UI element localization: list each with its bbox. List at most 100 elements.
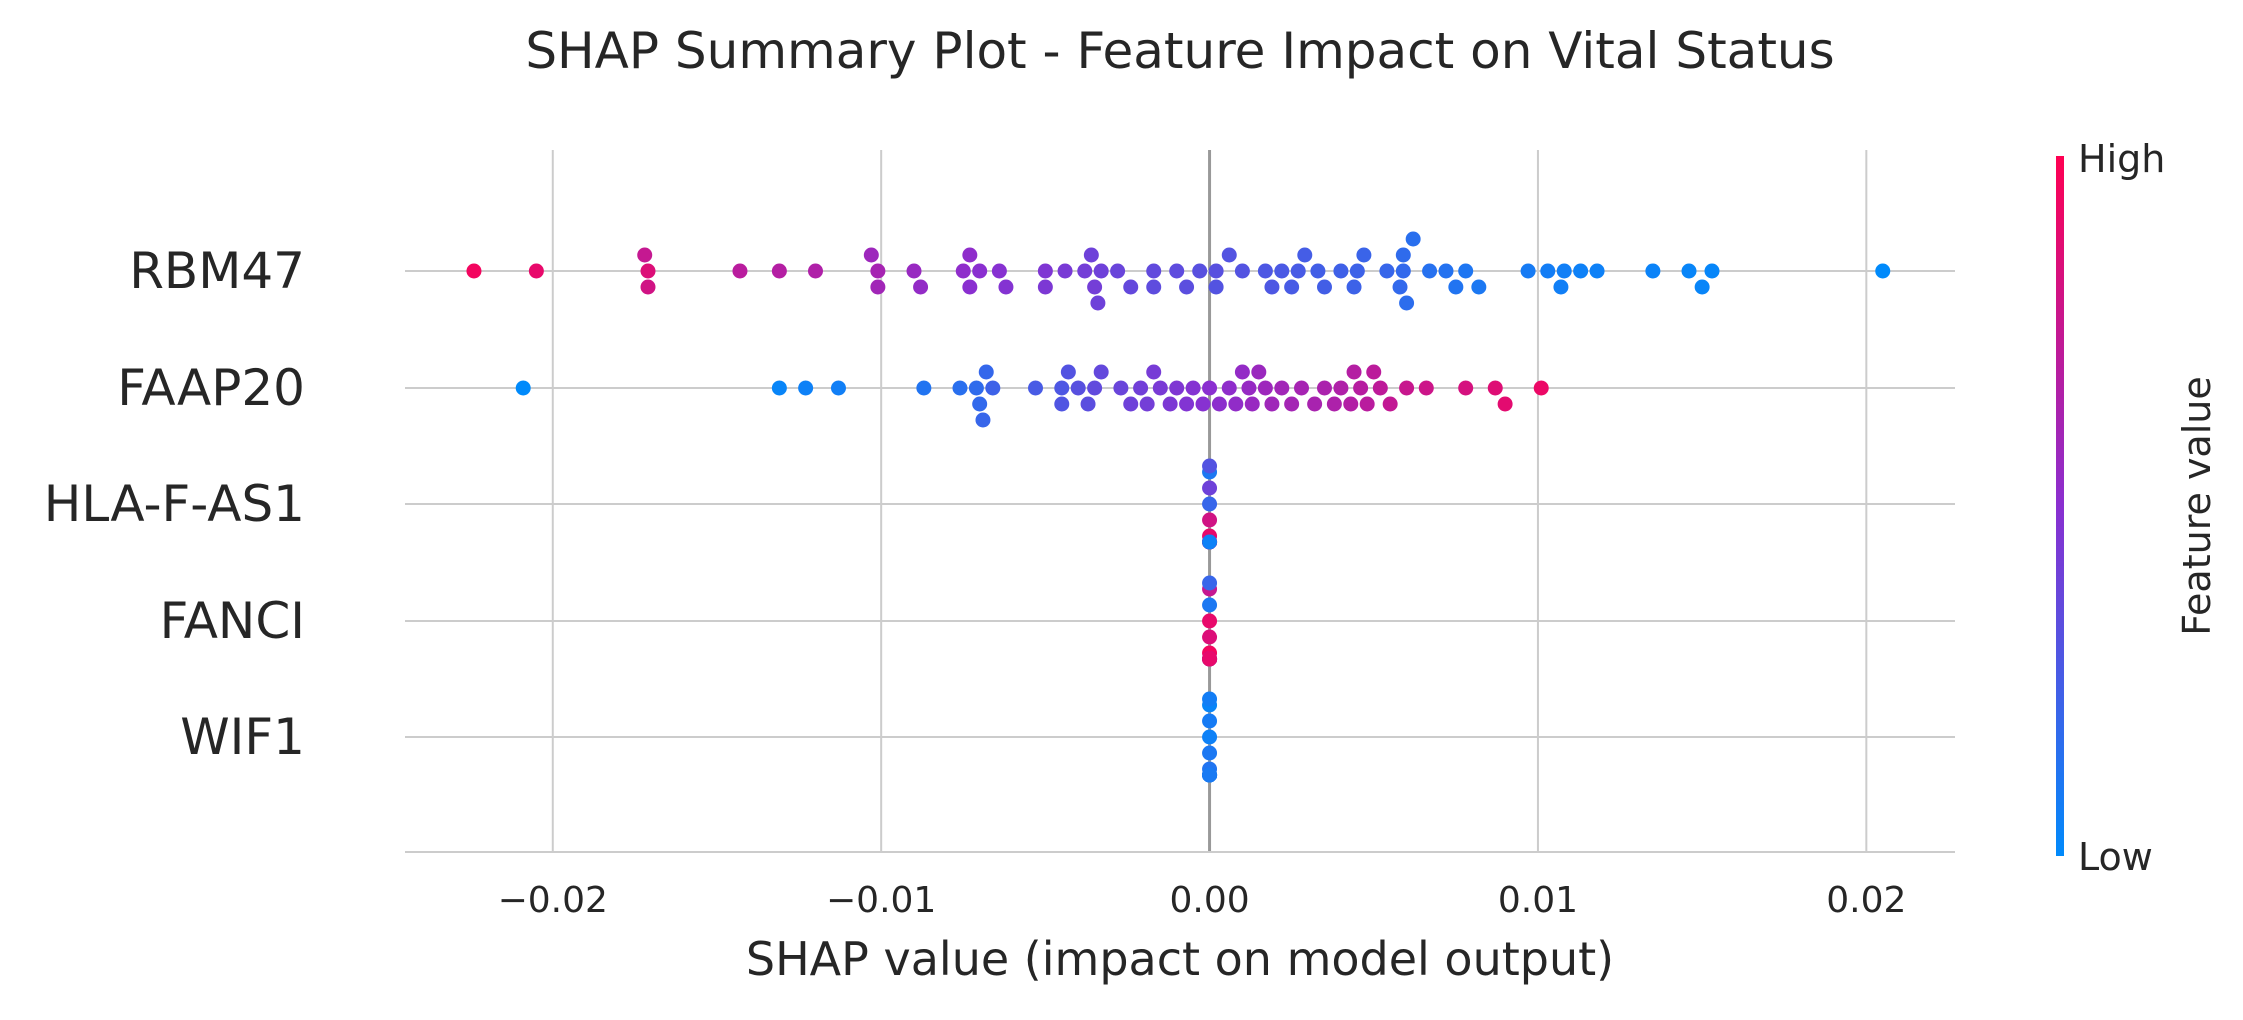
shap-point <box>1057 263 1073 279</box>
shap-point <box>1202 713 1218 729</box>
shap-point <box>1060 364 1076 380</box>
shap-point <box>1054 380 1070 396</box>
shap-point <box>1264 396 1280 412</box>
shap-points <box>466 231 1891 783</box>
feature-rows: RBM47 FAAP20 HLA-F-AS1 FANCI WIF1 <box>44 242 1955 766</box>
shap-point <box>1875 263 1891 279</box>
shap-point <box>1202 480 1218 496</box>
x-tick-label: −0.02 <box>498 880 608 921</box>
shap-point <box>807 263 823 279</box>
shap-point <box>916 380 932 396</box>
shap-point <box>1399 295 1415 311</box>
shap-point <box>968 380 984 396</box>
shap-point <box>1077 263 1093 279</box>
shap-point <box>1054 396 1070 412</box>
shap-point <box>1326 396 1342 412</box>
shap-point <box>732 263 748 279</box>
shap-point <box>1123 279 1139 295</box>
shap-point <box>771 263 787 279</box>
shap-point <box>1202 629 1218 645</box>
shap-point <box>1169 380 1185 396</box>
shap-point <box>1553 279 1569 295</box>
x-tick-label: −0.01 <box>826 880 936 921</box>
shap-point <box>1257 380 1273 396</box>
shap-point <box>1520 263 1536 279</box>
shap-point <box>1257 263 1273 279</box>
shap-point <box>1359 396 1375 412</box>
shap-point <box>1093 263 1109 279</box>
shap-point <box>1346 364 1362 380</box>
shap-point <box>1152 380 1168 396</box>
feature-label: WIF1 <box>180 708 305 766</box>
shap-point <box>1037 263 1053 279</box>
shap-point <box>955 263 971 279</box>
shap-point <box>1202 613 1218 629</box>
x-axis: −0.02 −0.01 0.00 0.01 0.02 <box>405 851 1955 921</box>
shap-point <box>972 396 988 412</box>
shap-point <box>1208 263 1224 279</box>
chart-title: SHAP Summary Plot - Feature Impact on Vi… <box>525 22 1834 80</box>
shap-point <box>1316 380 1332 396</box>
colorbar-low-label: Low <box>2078 835 2153 879</box>
shap-point <box>637 247 653 263</box>
shap-point <box>1589 263 1605 279</box>
shap-point <box>1123 396 1139 412</box>
shap-point <box>991 263 1007 279</box>
shap-point <box>913 279 929 295</box>
shap-point <box>640 263 656 279</box>
shap-point <box>1556 263 1572 279</box>
shap-point <box>528 263 544 279</box>
shap-point <box>1540 263 1556 279</box>
shap-point <box>1405 231 1421 247</box>
feature-label: FANCI <box>160 592 305 650</box>
shap-point <box>1418 380 1434 396</box>
shap-point <box>1573 263 1589 279</box>
shap-point <box>1162 396 1178 412</box>
shap-point <box>1704 263 1720 279</box>
shap-point <box>1251 364 1267 380</box>
shap-point <box>1458 380 1474 396</box>
shap-point <box>1208 279 1224 295</box>
x-tick-label: 0.00 <box>1169 880 1249 921</box>
shap-point <box>1202 767 1218 783</box>
shap-point <box>1202 496 1218 512</box>
shap-point <box>1343 396 1359 412</box>
shap-point <box>515 380 531 396</box>
shap-point <box>1392 279 1408 295</box>
shap-point <box>1202 691 1218 707</box>
shap-point <box>1284 279 1300 295</box>
shap-point <box>870 279 886 295</box>
shap-point <box>1202 534 1218 550</box>
shap-point <box>1274 263 1290 279</box>
shap-point <box>1458 263 1474 279</box>
x-tick-label: 0.02 <box>1826 880 1906 921</box>
shap-point <box>1139 396 1155 412</box>
shap-point <box>962 279 978 295</box>
shap-point <box>1093 364 1109 380</box>
shap-point <box>1234 263 1250 279</box>
shap-point <box>1202 729 1218 745</box>
shap-point <box>1087 279 1103 295</box>
shap-point <box>1228 396 1244 412</box>
shap-point <box>1681 263 1697 279</box>
shap-point <box>1202 597 1218 613</box>
shap-point <box>978 364 994 380</box>
shap-point <box>1487 380 1503 396</box>
shap-point <box>1221 247 1237 263</box>
shap-point <box>1395 247 1411 263</box>
shap-point <box>1202 380 1218 396</box>
shap-point <box>1379 263 1395 279</box>
shap-point <box>1372 380 1388 396</box>
shap-point <box>1497 396 1513 412</box>
shap-point <box>1211 396 1227 412</box>
shap-point <box>1284 396 1300 412</box>
shap-point <box>1221 380 1237 396</box>
shap-point <box>863 247 879 263</box>
shap-point <box>1179 279 1195 295</box>
shap-point <box>1234 364 1250 380</box>
shap-point <box>1083 247 1099 263</box>
shap-point <box>1080 396 1096 412</box>
shap-point <box>1645 263 1661 279</box>
shap-point <box>640 279 656 295</box>
